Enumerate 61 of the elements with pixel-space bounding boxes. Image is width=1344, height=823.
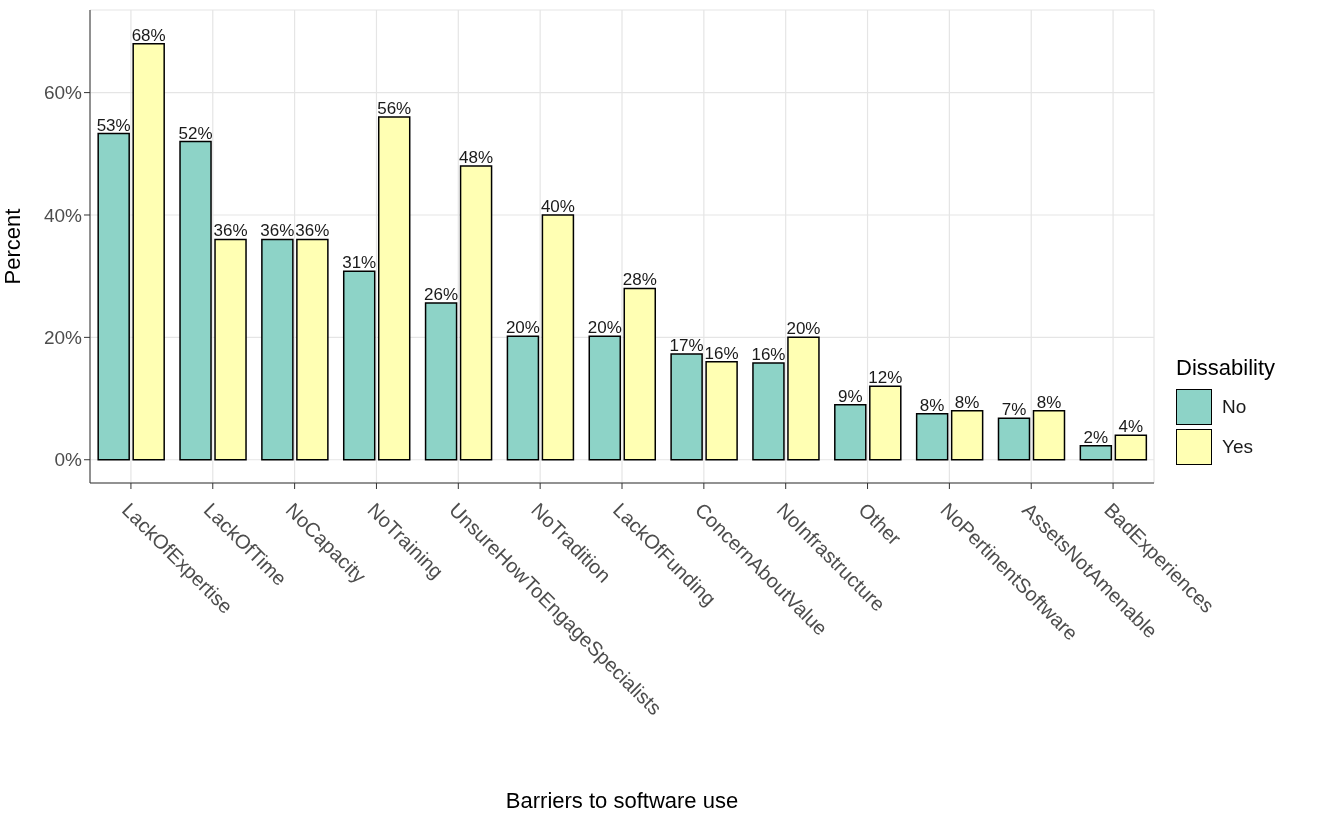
data-label: 20% — [587, 318, 622, 338]
bar — [342, 270, 376, 461]
bar — [459, 165, 493, 461]
data-label: 16% — [704, 343, 739, 363]
data-label: 2% — [1083, 427, 1109, 447]
data-label: 7% — [1001, 400, 1027, 420]
bar — [1079, 444, 1113, 461]
data-label: 52% — [178, 123, 213, 143]
bar — [377, 116, 411, 461]
y-axis-title: Percent — [0, 208, 25, 285]
data-label: 20% — [505, 318, 540, 338]
data-label: 12% — [868, 368, 903, 388]
bar — [97, 132, 130, 461]
bar — [132, 42, 165, 461]
data-label: 9% — [838, 386, 863, 406]
y-tick-label: 40% — [43, 204, 83, 226]
bar — [541, 214, 575, 461]
bar — [834, 403, 867, 461]
data-label: 36% — [260, 221, 295, 241]
data-label: 28% — [622, 270, 657, 290]
bar — [950, 410, 984, 461]
bar — [296, 238, 329, 461]
bar — [506, 335, 540, 461]
data-label: 4% — [1118, 417, 1144, 437]
bar — [752, 362, 785, 461]
bar — [1032, 410, 1066, 461]
bar — [424, 302, 458, 461]
data-label: 16% — [751, 345, 786, 365]
data-label: 36% — [213, 221, 248, 241]
y-tick-label: 20% — [43, 327, 83, 349]
data-label: 8% — [954, 392, 980, 412]
data-label: 48% — [459, 148, 494, 168]
y-tick-label: 60% — [43, 82, 83, 104]
data-label: 8% — [1036, 392, 1062, 412]
data-label: 8% — [919, 395, 945, 415]
bar — [1114, 434, 1148, 461]
data-label: 26% — [424, 285, 459, 305]
data-label: 56% — [377, 99, 412, 119]
bar — [261, 238, 294, 461]
bar — [623, 287, 657, 461]
data-label: 53% — [96, 115, 131, 135]
bar — [869, 385, 902, 461]
data-label: 31% — [342, 253, 377, 273]
bar — [997, 417, 1031, 461]
bar — [787, 336, 820, 461]
data-label: 40% — [540, 196, 575, 216]
data-label: 68% — [131, 25, 166, 45]
x-axis-title: Barriers to software use — [505, 788, 739, 813]
data-label: 20% — [786, 319, 821, 339]
bar — [670, 353, 703, 461]
y-tick-label: 0% — [54, 449, 83, 471]
legend-label: No — [1222, 395, 1247, 418]
data-label: 17% — [669, 335, 704, 355]
bar — [179, 140, 212, 461]
legend-title: Dissability — [1176, 354, 1277, 381]
legend-label: Yes — [1222, 435, 1253, 458]
bar — [705, 361, 738, 461]
bar — [214, 238, 247, 461]
bar — [588, 335, 622, 461]
data-label: 36% — [295, 221, 330, 241]
bar — [915, 413, 949, 461]
